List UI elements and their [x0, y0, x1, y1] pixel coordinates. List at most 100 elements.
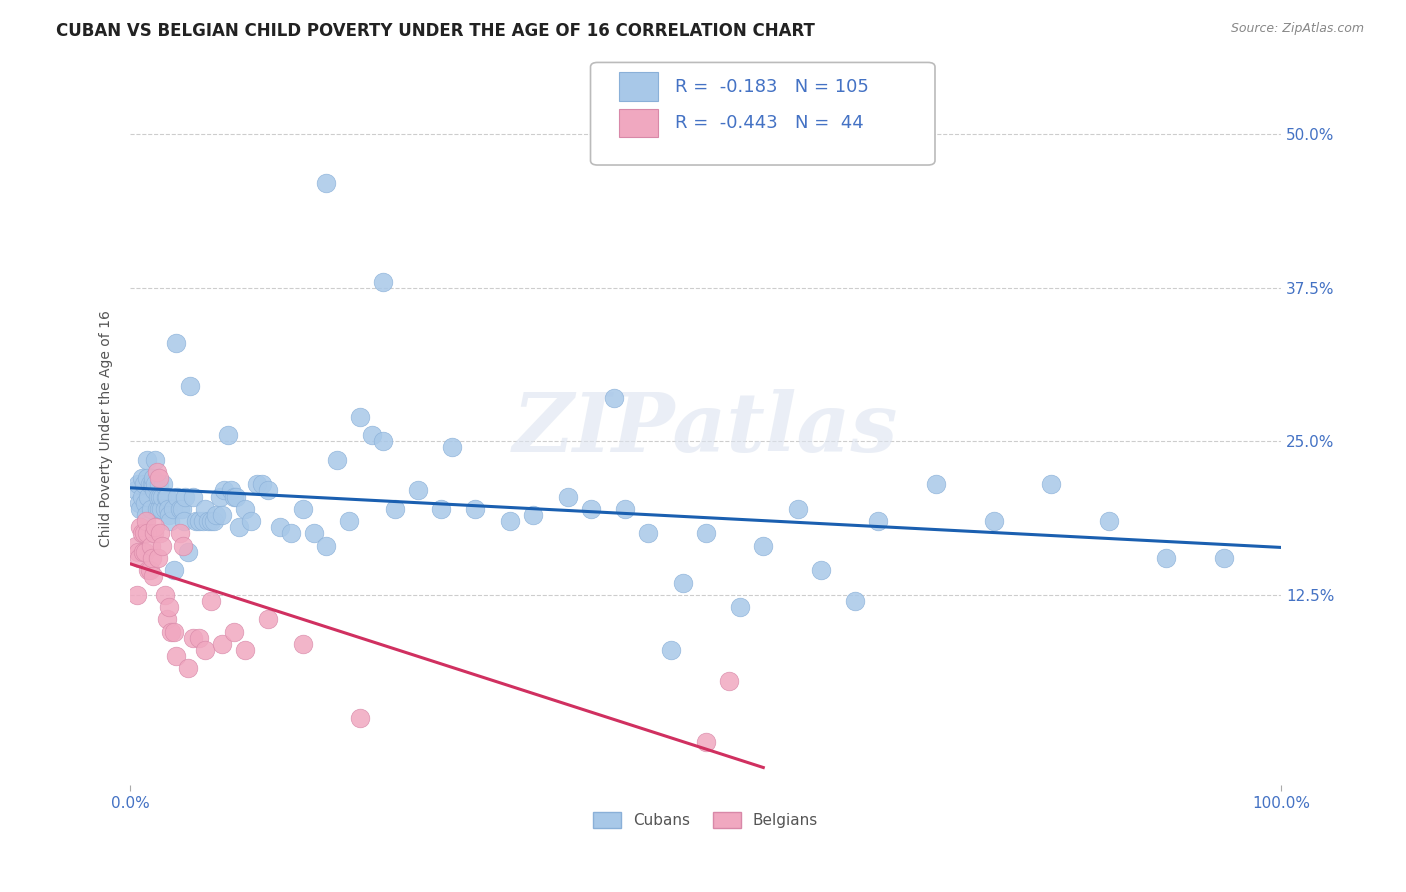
- Point: [191, 514, 214, 528]
- Point: [131, 545, 153, 559]
- Point: [233, 501, 256, 516]
- Point: [131, 471, 153, 485]
- Point: [153, 501, 176, 516]
- Point: [349, 710, 371, 724]
- Point: [132, 477, 155, 491]
- Point: [156, 490, 179, 504]
- Point: [194, 501, 217, 516]
- Point: [188, 514, 211, 528]
- Point: [695, 526, 717, 541]
- Point: [146, 551, 169, 566]
- Point: [141, 551, 163, 566]
- Point: [1098, 514, 1121, 528]
- Point: [349, 409, 371, 424]
- Point: [172, 539, 194, 553]
- Point: [146, 490, 169, 504]
- Point: [257, 612, 280, 626]
- Point: [208, 490, 231, 504]
- Point: [717, 673, 740, 688]
- Point: [148, 477, 170, 491]
- Point: [233, 643, 256, 657]
- Point: [217, 428, 239, 442]
- Point: [149, 526, 172, 541]
- Point: [173, 514, 195, 528]
- Point: [176, 661, 198, 675]
- Point: [183, 631, 205, 645]
- Point: [127, 545, 149, 559]
- Point: [136, 471, 159, 485]
- Text: R =  -0.183   N = 105: R = -0.183 N = 105: [675, 78, 869, 95]
- Point: [269, 520, 291, 534]
- Point: [337, 514, 360, 528]
- Point: [127, 477, 149, 491]
- Point: [138, 563, 160, 577]
- Point: [184, 514, 207, 528]
- Point: [522, 508, 544, 522]
- Point: [136, 452, 159, 467]
- Point: [464, 501, 486, 516]
- Point: [315, 539, 337, 553]
- Point: [157, 501, 180, 516]
- Point: [136, 526, 159, 541]
- Point: [360, 428, 382, 442]
- Point: [153, 588, 176, 602]
- Point: [155, 490, 177, 504]
- Point: [142, 569, 165, 583]
- Point: [159, 514, 181, 528]
- Point: [169, 501, 191, 516]
- Point: [135, 514, 157, 528]
- Point: [143, 483, 166, 498]
- Point: [152, 477, 174, 491]
- Point: [176, 545, 198, 559]
- Point: [211, 637, 233, 651]
- Point: [134, 545, 156, 559]
- Text: CUBAN VS BELGIAN CHILD POVERTY UNDER THE AGE OF 16 CORRELATION CHART: CUBAN VS BELGIAN CHILD POVERTY UNDER THE…: [56, 22, 815, 40]
- Point: [983, 514, 1005, 528]
- Point: [291, 501, 314, 516]
- Point: [579, 501, 602, 516]
- Point: [239, 514, 262, 528]
- Point: [205, 508, 228, 522]
- Point: [1040, 477, 1063, 491]
- Point: [373, 275, 395, 289]
- Point: [1154, 551, 1177, 566]
- Point: [162, 501, 184, 516]
- Point: [228, 520, 250, 534]
- Point: [166, 490, 188, 504]
- Point: [125, 588, 148, 602]
- Point: [138, 490, 160, 504]
- Point: [156, 612, 179, 626]
- Point: [150, 539, 173, 553]
- Point: [143, 452, 166, 467]
- Point: [752, 539, 775, 553]
- Point: [141, 477, 163, 491]
- Point: [200, 514, 222, 528]
- Point: [150, 501, 173, 516]
- Point: [165, 336, 187, 351]
- Point: [163, 563, 186, 577]
- Point: [163, 624, 186, 639]
- Point: [157, 508, 180, 522]
- Point: [441, 441, 464, 455]
- Point: [786, 501, 808, 516]
- Point: [125, 483, 148, 498]
- Point: [165, 649, 187, 664]
- Point: [131, 490, 153, 504]
- Point: [128, 551, 150, 566]
- Text: ZIPatlas: ZIPatlas: [513, 389, 898, 469]
- Point: [135, 508, 157, 522]
- Text: R =  -0.443   N =  44: R = -0.443 N = 44: [675, 114, 863, 132]
- Point: [129, 520, 152, 534]
- Point: [148, 471, 170, 485]
- Point: [157, 600, 180, 615]
- Point: [222, 490, 245, 504]
- Point: [844, 594, 866, 608]
- Y-axis label: Child Poverty Under the Age of 16: Child Poverty Under the Age of 16: [100, 310, 114, 548]
- Point: [246, 477, 269, 491]
- Point: [183, 490, 205, 504]
- Point: [148, 501, 170, 516]
- Point: [170, 501, 193, 516]
- Point: [925, 477, 948, 491]
- Point: [143, 520, 166, 534]
- Point: [202, 514, 225, 528]
